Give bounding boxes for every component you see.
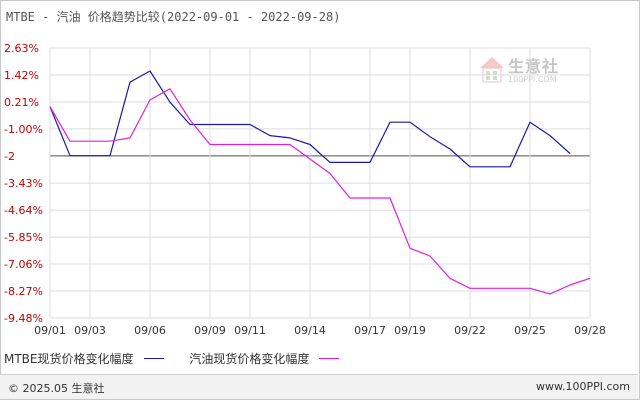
x-tick-label: 09/25 xyxy=(514,324,546,337)
x-tick-label: 09/06 xyxy=(134,324,166,337)
legend-swatch-gasoline xyxy=(319,358,340,359)
x-tick-label: 09/22 xyxy=(454,324,486,337)
watermark-subtext: 100PPI.COM xyxy=(508,75,557,84)
y-tick-label: -4.64% xyxy=(4,204,43,217)
x-tick-label: 09/11 xyxy=(234,324,266,337)
y-tick-label: -5.85% xyxy=(4,231,43,244)
series-line-gasoline xyxy=(49,88,591,295)
footer-website-link[interactable]: www.100PPI.com xyxy=(536,380,630,393)
grid-lines xyxy=(49,47,591,319)
legend-item-mtbe: MTBE现货价格变化幅度 xyxy=(4,350,164,367)
axis-labels: 2.63% 1.42% 0.21% -1.00% -2 -3.43% -4.64% -5.85… xyxy=(4,42,606,337)
y-tick-label: 1.42% xyxy=(4,69,39,82)
legend-label-gasoline: 汽油现货价格变化幅度 xyxy=(189,352,310,366)
watermark-text: 生意社 xyxy=(508,57,560,76)
y-tick-label: -7.06% xyxy=(4,258,43,271)
x-tick-label: 09/03 xyxy=(74,324,106,337)
chart-title: MTBE - 汽油 价格趋势比较(2022-09-01 - 2022-09-28… xyxy=(6,10,341,24)
y-tick-label: -8.27% xyxy=(4,285,43,298)
legend-swatch-mtbe xyxy=(143,358,164,359)
legend-item-gasoline: 汽油现货价格变化幅度 xyxy=(189,350,340,367)
x-tick-label: 09/01 xyxy=(34,324,66,337)
house-logo-icon xyxy=(480,57,504,83)
series-lines xyxy=(49,70,591,295)
legend: MTBE现货价格变化幅度 汽油现货价格变化幅度 xyxy=(4,350,361,366)
y-tick-label: -2 xyxy=(4,150,15,163)
x-tick-label: 09/09 xyxy=(194,324,226,337)
x-tick-label: 09/19 xyxy=(394,324,426,337)
y-tick-label: -9.48% xyxy=(4,312,43,325)
watermark-logo: 生意社 100PPI.COM xyxy=(478,55,578,91)
y-tick-label: 0.21% xyxy=(4,96,39,109)
x-tick-label: 09/17 xyxy=(354,324,386,337)
series-line-mtbe xyxy=(49,70,571,168)
y-tick-label: -1.00% xyxy=(4,123,43,136)
y-tick-label: -3.43% xyxy=(4,177,43,190)
y-tick-label: 2.63% xyxy=(4,42,39,55)
footer-copyright: © 2025.05 生意社 xyxy=(8,382,105,395)
footer-bar: © 2025.05 生意社 www.100PPI.com xyxy=(0,374,638,399)
x-tick-label: 09/28 xyxy=(574,324,606,337)
legend-label-mtbe: MTBE现货价格变化幅度 xyxy=(4,352,134,366)
x-tick-label: 09/14 xyxy=(294,324,326,337)
